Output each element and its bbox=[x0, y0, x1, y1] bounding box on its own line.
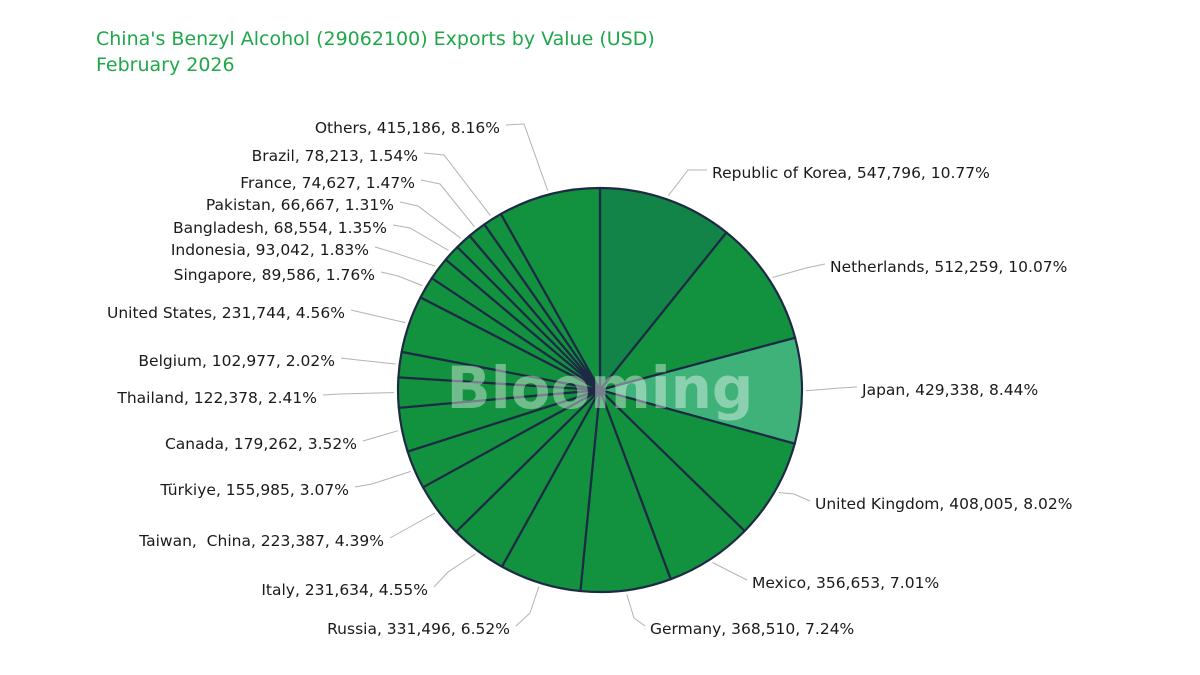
leader-line bbox=[392, 224, 449, 251]
slice-label: Türkiye, 155,985, 3.07% bbox=[159, 481, 349, 499]
leader-line bbox=[340, 357, 396, 365]
leader-line bbox=[668, 169, 707, 197]
pie-slice-others bbox=[499, 186, 602, 392]
leader-line bbox=[712, 562, 748, 581]
leader-line bbox=[423, 152, 491, 216]
watermark: Blooming bbox=[447, 354, 754, 422]
leader-line bbox=[515, 586, 540, 627]
pie-slice-republic-of-korea bbox=[598, 186, 728, 392]
leader-line bbox=[772, 263, 826, 278]
slice-labels: Republic of Korea, 547,796, 10.77% Nether… bbox=[107, 119, 1072, 638]
leader-line bbox=[362, 430, 399, 442]
slice-label: Canada, 179,262, 3.52% bbox=[165, 435, 357, 453]
slice-label: United States, 231,744, 4.56% bbox=[107, 304, 345, 322]
leader-line bbox=[350, 309, 406, 324]
leader-line bbox=[778, 492, 811, 502]
slice-label: Japan, 429,338, 8.44% bbox=[861, 381, 1038, 399]
slice-label: Taiwan, China, 223,387, 4.39% bbox=[138, 532, 384, 550]
slice-label: Mexico, 356,653, 7.01% bbox=[752, 574, 939, 592]
leader-line bbox=[322, 392, 395, 396]
slice-label: Indonesia, 93,042, 1.83% bbox=[171, 241, 369, 259]
leader-line bbox=[399, 201, 462, 239]
pie-slices bbox=[396, 186, 804, 594]
leader-lines bbox=[322, 123, 858, 627]
leader-line bbox=[626, 594, 646, 627]
leader-line bbox=[354, 470, 411, 488]
chart-subtitle: February 2026 bbox=[96, 54, 235, 76]
slice-label: Bangladesh, 68,554, 1.35% bbox=[173, 219, 387, 237]
slice-label: Russia, 331,496, 6.52% bbox=[327, 620, 510, 638]
leader-line bbox=[433, 553, 476, 588]
leader-line bbox=[505, 123, 549, 191]
slice-label: Italy, 231,634, 4.55% bbox=[261, 581, 428, 599]
slice-label: France, 74,627, 1.47% bbox=[240, 174, 415, 192]
slice-label: Republic of Korea, 547,796, 10.77% bbox=[712, 164, 990, 182]
slice-label: United Kingdom, 408,005, 8.02% bbox=[815, 495, 1072, 513]
slice-label: Pakistan, 66,667, 1.31% bbox=[206, 196, 394, 214]
slice-label: Belgium, 102,977, 2.02% bbox=[138, 352, 335, 370]
slice-label: Thailand, 122,378, 2.41% bbox=[116, 389, 317, 407]
slice-label: Singapore, 89,586, 1.76% bbox=[174, 266, 375, 284]
chart-title-block: China's Benzyl Alcohol (29062100) Export… bbox=[96, 26, 655, 78]
leader-line bbox=[420, 179, 475, 228]
slice-label: Netherlands, 512,259, 10.07% bbox=[830, 258, 1067, 276]
pie-slice-united-kingdom bbox=[598, 388, 796, 533]
leader-line bbox=[805, 386, 858, 392]
leader-line bbox=[380, 271, 423, 287]
slice-label: Brazil, 78,213, 1.54% bbox=[252, 147, 418, 165]
slice-label: Germany, 368,510, 7.24% bbox=[650, 620, 854, 638]
slice-label: Others, 415,186, 8.16% bbox=[315, 119, 500, 137]
pie-slice-japan bbox=[598, 336, 804, 445]
leader-line bbox=[374, 246, 436, 267]
leader-line bbox=[389, 512, 436, 539]
chart-title: China's Benzyl Alcohol (29062100) Export… bbox=[96, 28, 655, 50]
